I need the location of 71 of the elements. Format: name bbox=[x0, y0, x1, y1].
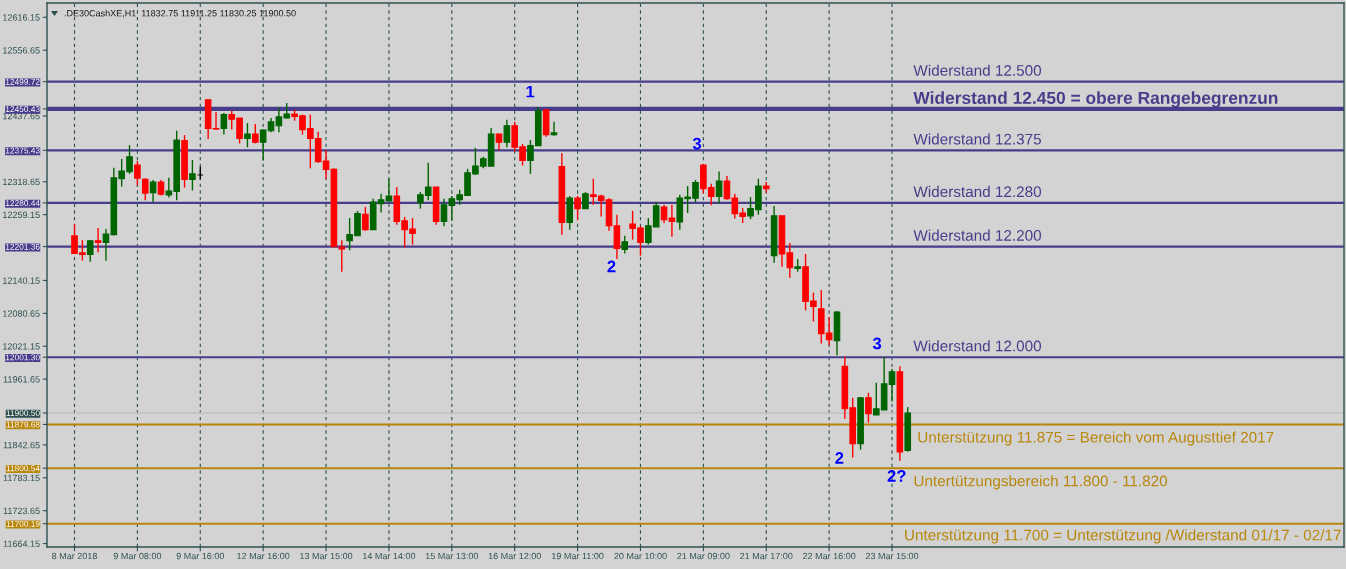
annotation: 3 bbox=[692, 137, 702, 150]
candlestick bbox=[86, 239, 94, 263]
candlestick bbox=[385, 178, 393, 203]
y-tick-label: 12499.72 bbox=[5, 78, 40, 85]
candlestick bbox=[94, 227, 102, 254]
annotation: 1 bbox=[526, 85, 535, 98]
ref-line-label: Unterstützung 11.875 = Bereich vom Augusttief 2017 bbox=[918, 431, 1274, 446]
y-tick-label: 12201.36 bbox=[5, 243, 40, 250]
candlestick bbox=[550, 121, 558, 137]
x-tick-label: 23 Mar 15:00 bbox=[865, 552, 919, 560]
x-tick-label: 16 Mar 12:00 bbox=[488, 552, 541, 560]
ref-line-label: Widerstand 12.450 = obere Rangebegrenzun bbox=[913, 91, 1278, 108]
x-tick-label: 12 Mar 16:00 bbox=[237, 552, 290, 560]
annotation: 2 bbox=[607, 260, 616, 273]
y-tick-label: 12021.15 bbox=[3, 343, 40, 350]
x-tick-label: 21 Mar 09:00 bbox=[677, 552, 730, 560]
y-tick-label: 11842.65 bbox=[3, 441, 40, 449]
y-tick-label: 12001.30 bbox=[5, 354, 40, 361]
candlestick bbox=[660, 204, 668, 224]
candlestick bbox=[134, 160, 141, 187]
ref-line-label: Widerstand 12.500 bbox=[913, 64, 1042, 76]
y-tick-label: 11664.15 bbox=[3, 540, 40, 547]
ref-line-label: Widerstand 12.280 bbox=[913, 185, 1042, 198]
text: .DE30CashXE,H1 11832.75 11911.25 11830.25 11900.50 bbox=[64, 9, 296, 18]
x-tick-label: 8 Mar 2018 bbox=[52, 552, 97, 560]
y-tick-label: 12437.65 bbox=[3, 112, 40, 120]
candlestick bbox=[865, 392, 872, 424]
y-tick-label: 11723.65 bbox=[3, 507, 40, 515]
x-tick-label: 20 Mar 10:00 bbox=[614, 552, 667, 560]
x-tick-label: 13 Mar 15:00 bbox=[300, 552, 353, 560]
x-tick-label: 9 Mar 16:00 bbox=[176, 552, 225, 560]
y-tick-label: 12280.44 bbox=[5, 200, 40, 206]
x-tick-label: 14 Mar 14:00 bbox=[363, 552, 416, 560]
y-tick-label: 11961.65 bbox=[3, 376, 40, 383]
y-tick-label: 11783.15 bbox=[3, 474, 40, 482]
candlestick bbox=[244, 122, 251, 148]
ref-line-label: Widerstand 12.200 bbox=[913, 229, 1042, 241]
candlestick bbox=[189, 159, 196, 192]
y-tick-label: 11900.50 bbox=[6, 410, 40, 417]
y-tick-label: 12318.65 bbox=[3, 178, 40, 186]
y-tick-label: 11700.19 bbox=[6, 520, 40, 527]
candlestick bbox=[362, 206, 369, 232]
candlestick bbox=[338, 239, 346, 273]
y-tick-label: 12556.65 bbox=[3, 47, 40, 54]
ref-line-label: Untertützungsbereich 11.800 - 11.820 bbox=[914, 475, 1168, 490]
y-tick-label: 11879.68 bbox=[6, 421, 40, 428]
candlestick bbox=[574, 195, 581, 221]
y-tick-label: 12259.15 bbox=[3, 211, 40, 219]
y-tick-label: 12450.43 bbox=[5, 106, 40, 113]
y-tick-label: 11800.54 bbox=[6, 465, 40, 472]
candlestick bbox=[668, 204, 676, 238]
ref-line-label: Widerstand 12.375 bbox=[913, 133, 1041, 145]
y-tick-label: 12616.15 bbox=[3, 14, 40, 21]
candlestick bbox=[503, 118, 511, 148]
y-tick-label: 12080.65 bbox=[3, 310, 40, 317]
y-tick-label: 12375.43 bbox=[5, 147, 40, 154]
candlestick bbox=[715, 170, 723, 205]
candlestick bbox=[220, 112, 228, 136]
x-tick-label: 15 Mar 13:00 bbox=[425, 552, 479, 560]
candlestick bbox=[141, 177, 149, 202]
ref-line-label: Unterstützung 11.700 = Unterstützung /Widerstand 01/17 - 02/17 bbox=[905, 529, 1341, 544]
ref-line-label: Widerstand 12.000 bbox=[913, 340, 1042, 352]
x-tick-label: 21 Mar 17:00 bbox=[740, 552, 793, 560]
annotation: 2 bbox=[835, 452, 844, 464]
y-tick-label: 12140.15 bbox=[3, 277, 40, 284]
x-tick-label: 22 Mar 16:00 bbox=[802, 552, 856, 560]
x-tick-label: 9 Mar 08:00 bbox=[113, 552, 162, 560]
x-tick-label: 19 Mar 11:00 bbox=[552, 552, 604, 560]
annotation: 2? bbox=[887, 470, 906, 482]
annotation: 3 bbox=[872, 337, 882, 350]
candlestick bbox=[149, 179, 157, 203]
